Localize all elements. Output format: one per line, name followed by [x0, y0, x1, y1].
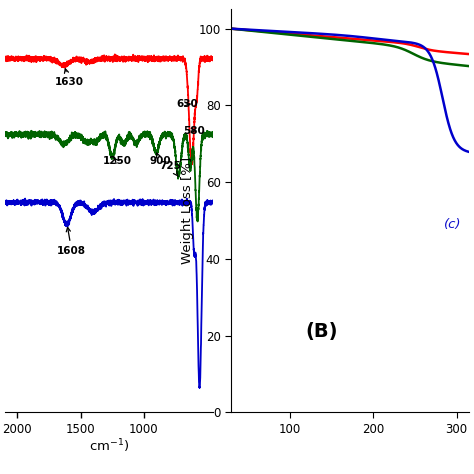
- Text: (c): (c): [444, 218, 461, 231]
- Y-axis label: Weight Loss [%]: Weight Loss [%]: [181, 157, 194, 264]
- Text: 1250: 1250: [103, 156, 132, 166]
- Text: 1630: 1630: [55, 69, 84, 87]
- Text: 1608: 1608: [57, 228, 86, 256]
- Text: 580: 580: [183, 126, 205, 136]
- Text: 900: 900: [149, 153, 171, 166]
- Text: (B): (B): [305, 322, 338, 341]
- Text: 630: 630: [176, 99, 198, 109]
- Text: 725: 725: [160, 162, 182, 176]
- X-axis label: cm$^{-1}$): cm$^{-1}$): [89, 437, 129, 455]
